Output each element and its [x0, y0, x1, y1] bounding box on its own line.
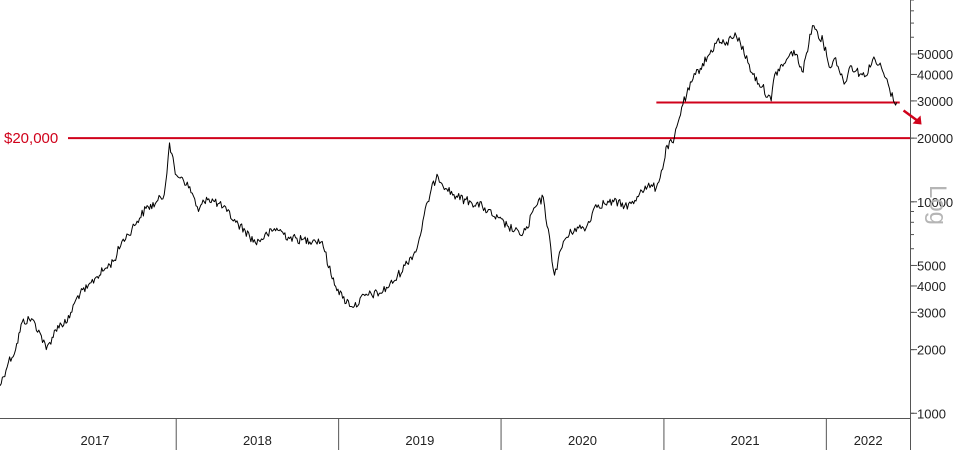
x-tick-label: 2020: [568, 433, 597, 448]
trend-arrow-head: [912, 115, 922, 125]
x-axis: 2017 2018 2019 2020 2021 2022: [81, 418, 883, 450]
y-axis: 1000 2000 3000 4000 5000 10000 20000 30000 40000…: [910, 0, 953, 421]
y-tick-label: 30000: [917, 94, 953, 109]
y-tick-label: 20000: [917, 131, 953, 146]
level-label-0: $20,000: [4, 130, 58, 147]
y-tick-label: 4000: [917, 279, 946, 294]
level-lines: [68, 101, 910, 140]
x-tick-label: 2017: [81, 433, 110, 448]
y-tick-label: 50000: [917, 47, 953, 62]
y-tick-label: 10000: [917, 195, 953, 210]
series-line-0: [0, 25, 898, 386]
y-tick-label: 1000: [917, 406, 946, 421]
y-tick-label: 5000: [917, 258, 946, 273]
chart-frame: [0, 0, 911, 450]
scale-label: Log: [924, 185, 951, 225]
x-tick-label: 2022: [854, 433, 883, 448]
x-tick-label: 2019: [405, 433, 434, 448]
x-tick-label: 2021: [731, 433, 760, 448]
y-tick-label: 2000: [917, 343, 946, 358]
trend-arrow-shaft: [902, 109, 920, 123]
y-tick-label: 40000: [917, 67, 953, 82]
y-tick-label: 3000: [917, 305, 946, 320]
series-lines: [0, 25, 898, 386]
x-tick-label: 2018: [243, 433, 272, 448]
annotations: $20,000: [4, 109, 922, 147]
